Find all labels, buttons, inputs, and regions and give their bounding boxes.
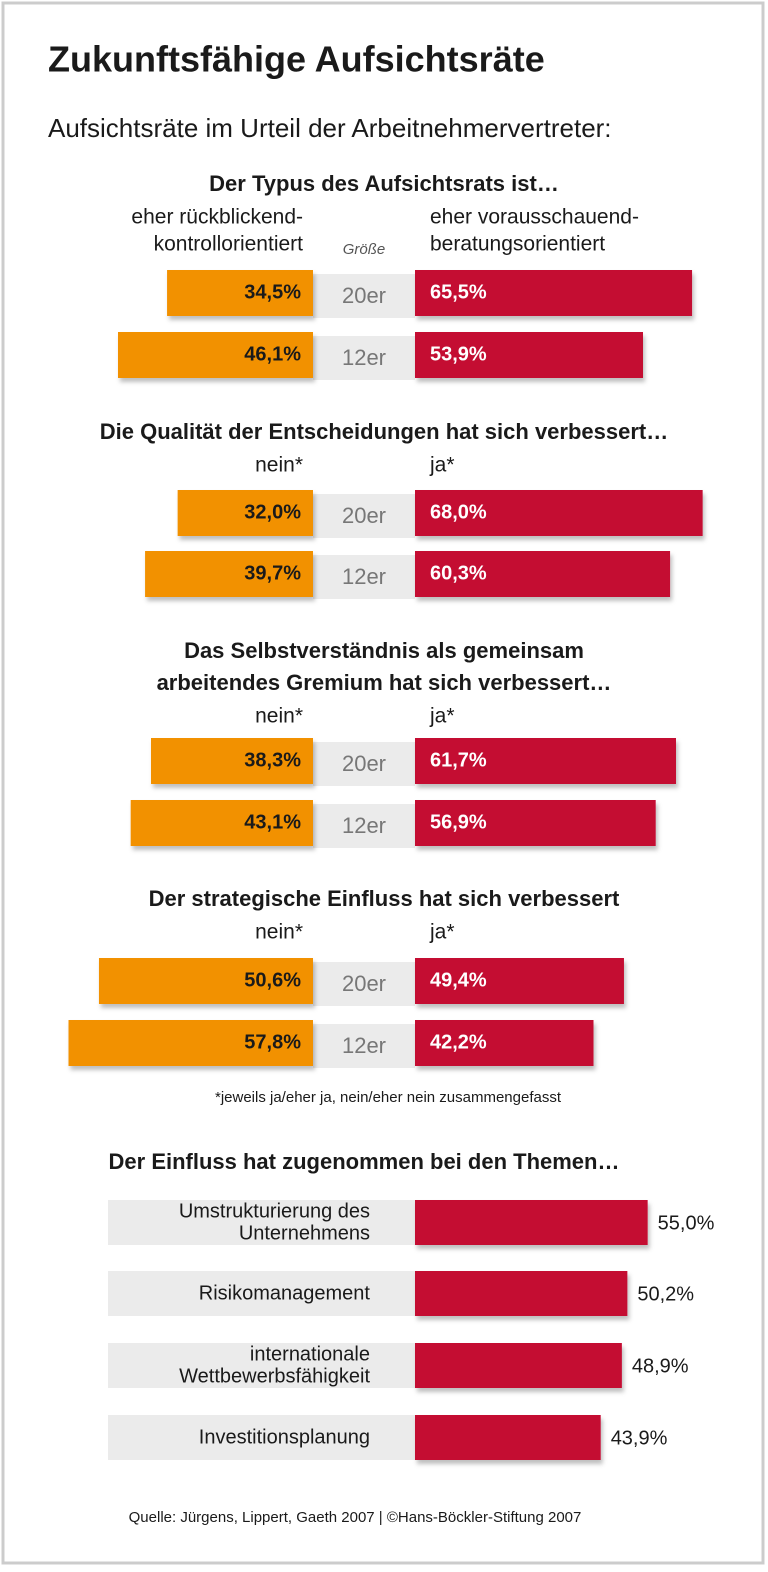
- value-label: 49,4%: [430, 969, 487, 991]
- value-label: 57,8%: [244, 1031, 301, 1053]
- category-label: 20er: [342, 503, 386, 528]
- value-label: 55,0%: [658, 1212, 715, 1234]
- legend-right: ja*: [429, 454, 455, 477]
- legend-right: ja*: [429, 705, 455, 728]
- value-label: 50,2%: [637, 1283, 694, 1305]
- bar: [177, 490, 313, 536]
- value-label: 39,7%: [244, 562, 301, 584]
- category-box: [313, 555, 415, 599]
- value-label: 43,1%: [244, 811, 301, 833]
- page-title: Zukunftsfähige Aufsichtsräte: [48, 39, 545, 80]
- bar: [415, 800, 656, 846]
- value-label: 68,0%: [430, 501, 487, 523]
- legend-left: nein*: [255, 921, 303, 944]
- category-box: [313, 804, 415, 848]
- category-box: [313, 274, 415, 318]
- bar: [130, 800, 313, 846]
- section-title: Der strategische Einfluss hat sich verbe…: [149, 886, 620, 911]
- category-label: Risikomanagement: [199, 1282, 371, 1304]
- subtitle: Aufsichtsräte im Urteil der Arbeitnehmer…: [48, 113, 612, 143]
- category-box: [313, 962, 415, 1006]
- legend-left: nein*: [255, 705, 303, 728]
- value-label: 65,5%: [430, 281, 487, 303]
- legend-right: ja*: [429, 921, 455, 944]
- category-label: 20er: [342, 283, 386, 308]
- category-header: Größe: [343, 241, 386, 258]
- category-box: [313, 742, 415, 786]
- value-label: 53,9%: [430, 343, 487, 365]
- category-box: [313, 494, 415, 538]
- category-label: 20er: [342, 971, 386, 996]
- bar: [415, 332, 643, 378]
- bar: [415, 1020, 594, 1066]
- category-box: [108, 1415, 415, 1460]
- value-label: 42,2%: [430, 1031, 487, 1053]
- category-box: [108, 1271, 415, 1316]
- category-label: 12er: [342, 345, 386, 370]
- value-label: 43,9%: [611, 1427, 668, 1449]
- bar: [150, 738, 313, 784]
- value-label: 61,7%: [430, 749, 487, 771]
- category-box: [313, 336, 415, 380]
- legend-right: beratungsorientiert: [430, 233, 605, 256]
- category-label: Unternehmens: [239, 1222, 370, 1244]
- category-label: 12er: [342, 564, 386, 589]
- bar: [415, 1415, 601, 1460]
- category-label: internationale: [250, 1343, 370, 1365]
- value-label: 60,3%: [430, 562, 487, 584]
- bar: [68, 1020, 313, 1066]
- category-label: 12er: [342, 1033, 386, 1058]
- bar: [415, 1343, 622, 1388]
- bar: [415, 270, 693, 316]
- category-label: Wettbewerbsfähigkeit: [179, 1365, 370, 1387]
- section-title: Der Typus des Aufsichtsrats ist…: [209, 171, 559, 196]
- footnote: *jeweils ja/eher ja, nein/eher nein zusa…: [215, 1089, 562, 1106]
- category-label: Umstrukturierung des: [179, 1200, 370, 1222]
- legend-left: eher rückblickend-: [131, 206, 303, 229]
- category-label: Investitionsplanung: [199, 1426, 370, 1448]
- section-title: Die Qualität der Entscheidungen hat sich…: [100, 419, 669, 444]
- bar: [167, 270, 313, 316]
- bar: [415, 490, 703, 536]
- category-label: 12er: [342, 813, 386, 838]
- bar: [98, 958, 313, 1004]
- category-box: [108, 1200, 415, 1245]
- bar: [145, 551, 313, 597]
- legend-left: kontrollorientiert: [154, 233, 304, 256]
- category-box: [313, 1024, 415, 1068]
- bar: [415, 738, 676, 784]
- value-label: 46,1%: [244, 343, 301, 365]
- section-title: Das Selbstverständnis als gemeinsam: [184, 638, 584, 663]
- section-title: arbeitendes Gremium hat sich verbessert…: [157, 670, 612, 695]
- value-label: 50,6%: [244, 969, 301, 991]
- source: Quelle: Jürgens, Lippert, Gaeth 2007 | ©…: [129, 1509, 582, 1526]
- bar: [415, 551, 671, 597]
- category-label: 20er: [342, 751, 386, 776]
- section-title: Der Einfluss hat zugenommen bei den Them…: [109, 1149, 620, 1174]
- value-label: 48,9%: [632, 1355, 689, 1377]
- bar: [415, 1271, 628, 1316]
- value-label: 34,5%: [244, 281, 301, 303]
- legend-right: eher vorausschauend-: [430, 206, 639, 229]
- bar: [415, 958, 624, 1004]
- category-box: [108, 1343, 415, 1388]
- value-label: 38,3%: [244, 749, 301, 771]
- bar: [117, 332, 313, 378]
- bar: [415, 1200, 648, 1245]
- value-label: 56,9%: [430, 811, 487, 833]
- legend-left: nein*: [255, 454, 303, 477]
- value-label: 32,0%: [244, 501, 301, 523]
